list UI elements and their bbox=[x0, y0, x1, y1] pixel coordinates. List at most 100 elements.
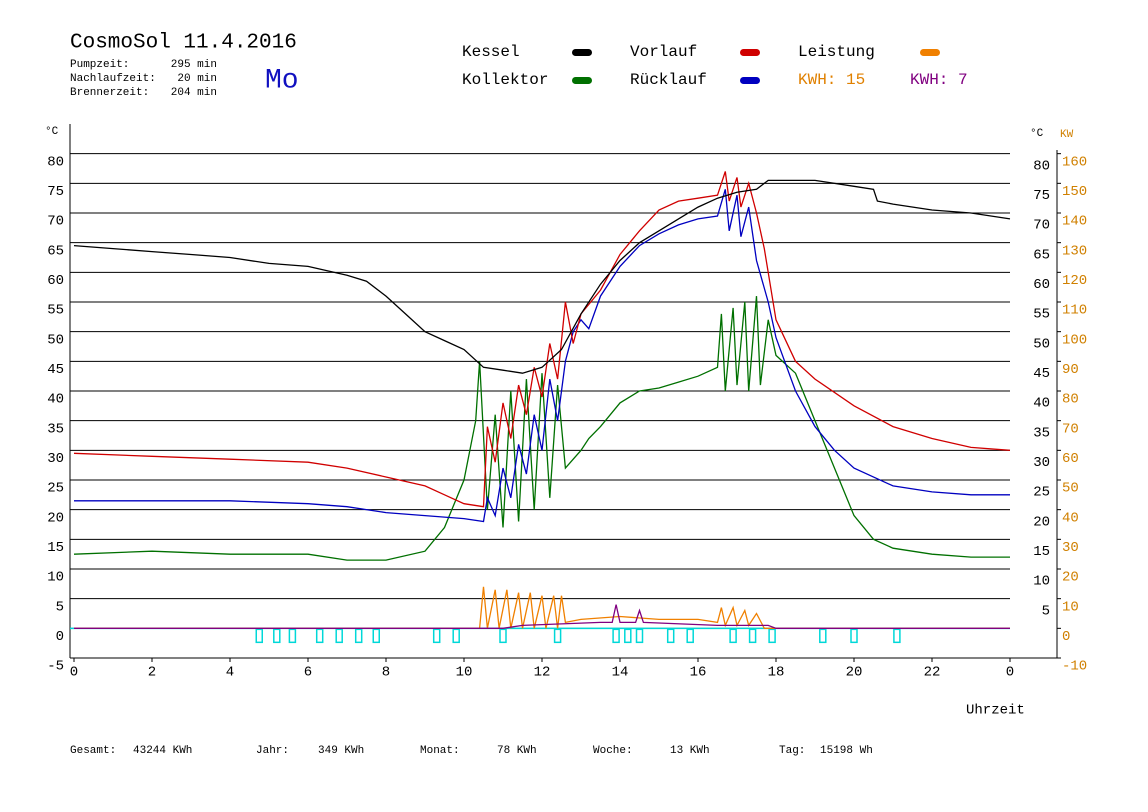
x-tick-label: 0 bbox=[1006, 665, 1014, 681]
stat-value: 20 min bbox=[177, 73, 217, 85]
stat-label: Pumpzeit: bbox=[70, 59, 129, 71]
stat-value: 204 min bbox=[171, 87, 217, 99]
y-tick-label: 10 bbox=[47, 570, 64, 586]
total-value: 15198 Wh bbox=[820, 745, 873, 757]
burner-marker bbox=[372, 628, 380, 644]
y-tick-label: 45 bbox=[47, 362, 64, 378]
y2-tick-label: 110 bbox=[1062, 303, 1087, 319]
y-tick-label: 80 bbox=[47, 154, 64, 170]
y2-tick-label: 50 bbox=[1062, 481, 1079, 497]
x-tick-label: 16 bbox=[690, 665, 707, 681]
y-tick-label-right: 60 bbox=[1033, 277, 1050, 293]
y-tick-label-right: 15 bbox=[1033, 544, 1050, 560]
y2-tick-label: 150 bbox=[1062, 184, 1087, 200]
y2-tick-label: 60 bbox=[1062, 451, 1079, 467]
legend-swatch bbox=[572, 49, 592, 56]
burner-marker bbox=[666, 628, 675, 644]
y2-tick-label: -10 bbox=[1062, 659, 1087, 675]
y-tick-label: 70 bbox=[47, 214, 64, 230]
y-tick-label: 5 bbox=[56, 599, 64, 615]
y2-unit: KW bbox=[1060, 129, 1074, 141]
y-tick-label: 60 bbox=[47, 273, 64, 289]
y-tick-label-right: 80 bbox=[1033, 158, 1050, 174]
y-tick-label-right: 35 bbox=[1033, 425, 1050, 441]
series-line bbox=[73, 179, 1011, 374]
y-tick-label-right: 65 bbox=[1033, 247, 1050, 263]
series-line bbox=[73, 171, 1011, 508]
legend-swatch bbox=[920, 49, 940, 56]
burner-marker bbox=[335, 628, 343, 644]
x-tick-label: 8 bbox=[382, 665, 390, 681]
y2-tick-label: 80 bbox=[1062, 392, 1079, 408]
legend-swatch bbox=[740, 77, 760, 84]
legend-label: Kollektor bbox=[462, 71, 548, 89]
y2-tick-label: 10 bbox=[1062, 599, 1079, 615]
y-tick-label: 35 bbox=[47, 421, 64, 437]
total-value: 13 KWh bbox=[670, 745, 710, 757]
burner-marker bbox=[686, 628, 694, 644]
y2-tick-label: 100 bbox=[1062, 332, 1087, 348]
y2-tick-label: 70 bbox=[1062, 421, 1079, 437]
legend-swatch bbox=[740, 49, 760, 56]
x-tick-label: 4 bbox=[226, 665, 234, 681]
total-label: Jahr: bbox=[256, 745, 289, 757]
stat-label: Brennerzeit: bbox=[70, 87, 149, 99]
burner-marker bbox=[768, 628, 776, 644]
stat-value: 295 min bbox=[171, 59, 217, 71]
burner-marker bbox=[850, 628, 858, 644]
legend-label: Kessel bbox=[462, 43, 520, 61]
y2-tick-label: 90 bbox=[1062, 362, 1079, 378]
burner-marker bbox=[893, 628, 901, 644]
y-unit: °C bbox=[45, 126, 59, 138]
y-tick-label-right: 70 bbox=[1033, 218, 1050, 234]
y-tick-label: 0 bbox=[56, 629, 64, 645]
y-tick-label: 50 bbox=[47, 332, 64, 348]
total-label: Woche: bbox=[593, 745, 633, 757]
y-tick-label: 75 bbox=[47, 184, 64, 200]
legend-label: Leistung bbox=[798, 43, 875, 61]
series-line bbox=[73, 296, 1010, 561]
y2-tick-label: 0 bbox=[1062, 629, 1070, 645]
y-tick-label: 40 bbox=[47, 392, 64, 408]
burner-marker bbox=[624, 628, 632, 644]
x-tick-label: 22 bbox=[924, 665, 941, 681]
x-tick-label: 0 bbox=[70, 665, 78, 681]
chart-title: CosmoSol 11.4.2016 bbox=[70, 32, 297, 55]
burner-marker bbox=[432, 628, 441, 644]
x-tick-label: 2 bbox=[148, 665, 156, 681]
y-tick-label-right: 55 bbox=[1033, 307, 1050, 323]
burner-marker bbox=[315, 628, 324, 644]
burner-marker bbox=[452, 628, 460, 644]
y-tick-label-right: 40 bbox=[1033, 396, 1050, 412]
weekday: Mo bbox=[265, 65, 299, 96]
total-label: Tag: bbox=[779, 745, 805, 757]
burner-marker bbox=[255, 628, 263, 644]
y-tick-label: 15 bbox=[47, 540, 64, 556]
burner-marker bbox=[748, 628, 757, 644]
y-tick-label-right: 10 bbox=[1033, 574, 1050, 590]
series-line bbox=[74, 189, 1010, 523]
y-tick-label-right: 20 bbox=[1033, 514, 1050, 530]
x-tick-label: 14 bbox=[612, 665, 629, 681]
x-axis-label: Uhrzeit bbox=[966, 703, 1025, 719]
y-tick-label: 65 bbox=[47, 243, 64, 259]
x-tick-label: 18 bbox=[768, 665, 785, 681]
burner-marker bbox=[819, 628, 827, 644]
y2-tick-label: 30 bbox=[1062, 540, 1079, 556]
y2-tick-label: 120 bbox=[1062, 273, 1087, 289]
y-tick-label-right: 75 bbox=[1033, 188, 1050, 204]
y2-tick-label: 140 bbox=[1062, 214, 1087, 230]
y2-tick-label: 130 bbox=[1062, 243, 1087, 259]
burner-marker bbox=[499, 628, 507, 644]
total-label: Monat: bbox=[420, 745, 460, 757]
kwh-label: KWH: 15 bbox=[798, 71, 865, 89]
burner-marker bbox=[635, 628, 644, 644]
series-line bbox=[74, 586, 1010, 629]
y-tick-label: 25 bbox=[47, 481, 64, 497]
x-tick-label: 10 bbox=[456, 665, 473, 681]
y-tick-label-right: 50 bbox=[1033, 336, 1050, 352]
burner-marker bbox=[288, 628, 297, 644]
y2-tick-label: 20 bbox=[1062, 570, 1079, 586]
legend-label: Rücklauf bbox=[630, 71, 707, 89]
